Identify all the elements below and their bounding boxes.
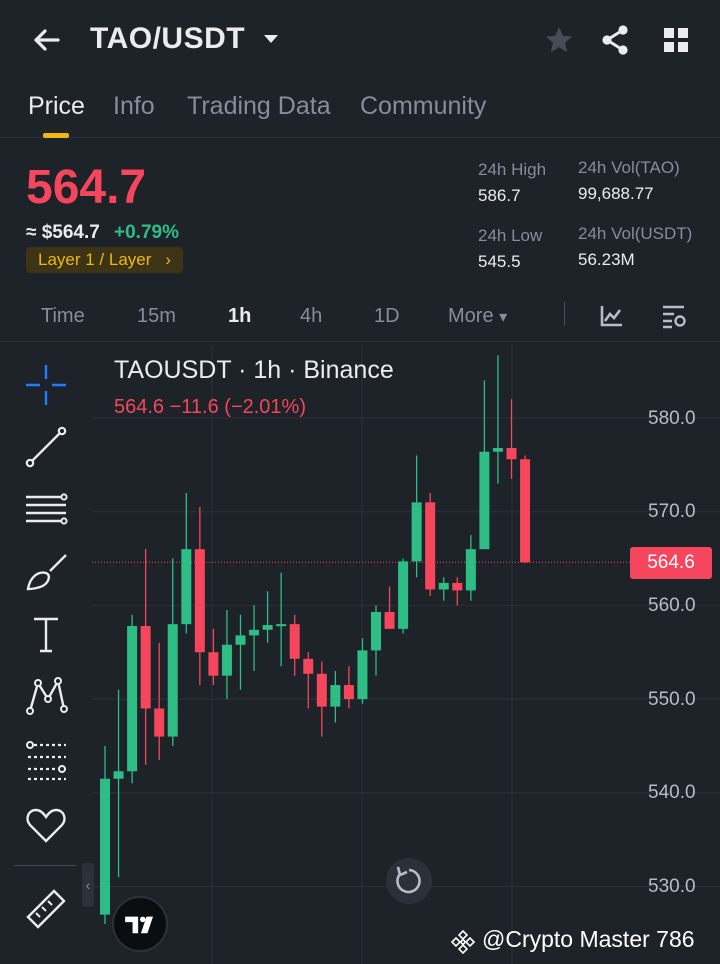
text-icon[interactable] — [22, 611, 70, 659]
indicator-icon[interactable] — [598, 302, 626, 330]
candle-body — [330, 685, 341, 707]
candle-body — [438, 582, 449, 590]
trend-line-icon[interactable] — [22, 423, 70, 471]
candle-body — [506, 447, 517, 460]
vol-usdt-value: 56.23M — [578, 250, 635, 269]
y-tick-label: 580.0 — [648, 408, 696, 429]
candle-body — [492, 447, 503, 452]
candle-body — [208, 652, 219, 676]
collapse-toolbar-button[interactable]: ‹ — [82, 863, 94, 907]
chart-title: TAOUSDT · 1h · Binance — [114, 356, 394, 384]
interval-bar: Time 15m 1h 4h 1D More ▾ — [0, 290, 720, 342]
heart-icon[interactable] — [22, 801, 70, 849]
tab-info[interactable]: Info — [113, 92, 155, 120]
category-tag[interactable]: Layer 1 / Layer › — [26, 247, 184, 273]
active-tab-indicator — [43, 133, 69, 138]
price-change: +0.79% — [114, 222, 179, 243]
star-icon[interactable] — [543, 24, 575, 56]
y-tick-label: 560.0 — [648, 595, 696, 616]
y-tick-label: 550.0 — [648, 689, 696, 710]
candle-body — [235, 635, 246, 645]
pattern-icon[interactable] — [22, 673, 70, 721]
candle-body — [127, 626, 138, 772]
ruler-icon[interactable] — [22, 885, 70, 933]
chart-settings-icon[interactable] — [660, 302, 688, 330]
candle-body — [357, 650, 368, 700]
interval-more-label: More — [448, 305, 494, 327]
candle-body — [398, 561, 409, 629]
interval-1d[interactable]: 1D — [374, 305, 400, 327]
horizontal-lines-icon[interactable] — [22, 487, 70, 535]
interval-more[interactable]: More ▾ — [448, 305, 507, 328]
back-arrow-icon[interactable] — [28, 22, 64, 58]
candle-body — [249, 629, 260, 636]
candle-body — [316, 673, 327, 707]
candle-body — [411, 502, 422, 562]
candle-body — [520, 459, 531, 563]
last-price: 564.7 — [26, 161, 147, 214]
drawing-toolbar: ‹ — [0, 345, 94, 964]
interval-15m[interactable]: 15m — [137, 305, 176, 327]
interval-4h[interactable]: 4h — [300, 305, 323, 327]
candle-body — [465, 549, 476, 591]
candle-body — [343, 685, 354, 700]
candle-body — [371, 611, 381, 651]
candle-body — [262, 625, 273, 630]
share-icon[interactable] — [600, 24, 630, 56]
chevron-right-icon: › — [165, 250, 172, 269]
y-tick-label: 530.0 — [648, 876, 696, 897]
interval-time[interactable]: Time — [41, 305, 85, 327]
fiat-price: ≈ $564.7 — [26, 222, 100, 243]
chart-ohlc: 564.6 −11.6 (−2.01%) — [114, 396, 306, 418]
candle-body — [425, 502, 436, 590]
current-price-badge: 564.6 — [630, 547, 712, 579]
watermark-text: @Crypto Master 786 — [482, 926, 695, 952]
candle-body — [221, 644, 232, 676]
category-tag-label: Layer 1 / Layer — [38, 250, 152, 269]
candle-body — [276, 624, 287, 627]
high-value: 586.7 — [478, 186, 521, 205]
vol-tao-value: 99,688.77 — [578, 184, 654, 203]
caret-down-icon[interactable] — [262, 30, 280, 48]
vol-usdt-label: 24h Vol(USDT) — [578, 224, 693, 243]
tab-trading-data[interactable]: Trading Data — [187, 92, 331, 120]
low-label: 24h Low — [478, 226, 543, 245]
fib-icon[interactable] — [22, 737, 70, 785]
candle-body — [181, 549, 192, 625]
tab-community[interactable]: Community — [360, 92, 487, 120]
candle-body — [303, 658, 314, 674]
toolbar-divider — [14, 865, 76, 866]
candle-body — [154, 708, 165, 737]
tradingview-logo-icon — [112, 896, 168, 952]
low-value: 545.5 — [478, 252, 521, 271]
y-tick-label: 570.0 — [648, 501, 696, 522]
caret-down-icon: ▾ — [499, 309, 508, 326]
interval-divider — [564, 302, 565, 326]
binance-logo-icon — [450, 929, 476, 955]
candle-body — [289, 624, 300, 659]
tab-price[interactable]: Price — [28, 92, 85, 120]
tab-bar: Price Info Trading Data Community — [0, 82, 720, 138]
candle-body — [100, 778, 110, 915]
interval-1h[interactable]: 1h — [228, 305, 252, 327]
candle-body — [140, 626, 151, 709]
candle-body — [113, 771, 124, 779]
high-label: 24h High — [478, 160, 547, 179]
vol-tao-label: 24h Vol(TAO) — [578, 158, 680, 177]
candle-body — [452, 582, 463, 591]
brush-icon[interactable] — [22, 549, 70, 597]
candle-body — [167, 624, 178, 737]
y-tick-label: 540.0 — [648, 782, 696, 803]
candle-body — [479, 451, 490, 550]
candle-body — [384, 611, 395, 629]
header: TAO/USDT — [0, 0, 720, 82]
candle-body — [194, 549, 205, 653]
crosshair-icon[interactable] — [22, 361, 70, 409]
grid-icon[interactable] — [662, 26, 690, 54]
reset-chart-button[interactable] — [386, 858, 432, 904]
pair-title[interactable]: TAO/USDT — [90, 22, 246, 55]
